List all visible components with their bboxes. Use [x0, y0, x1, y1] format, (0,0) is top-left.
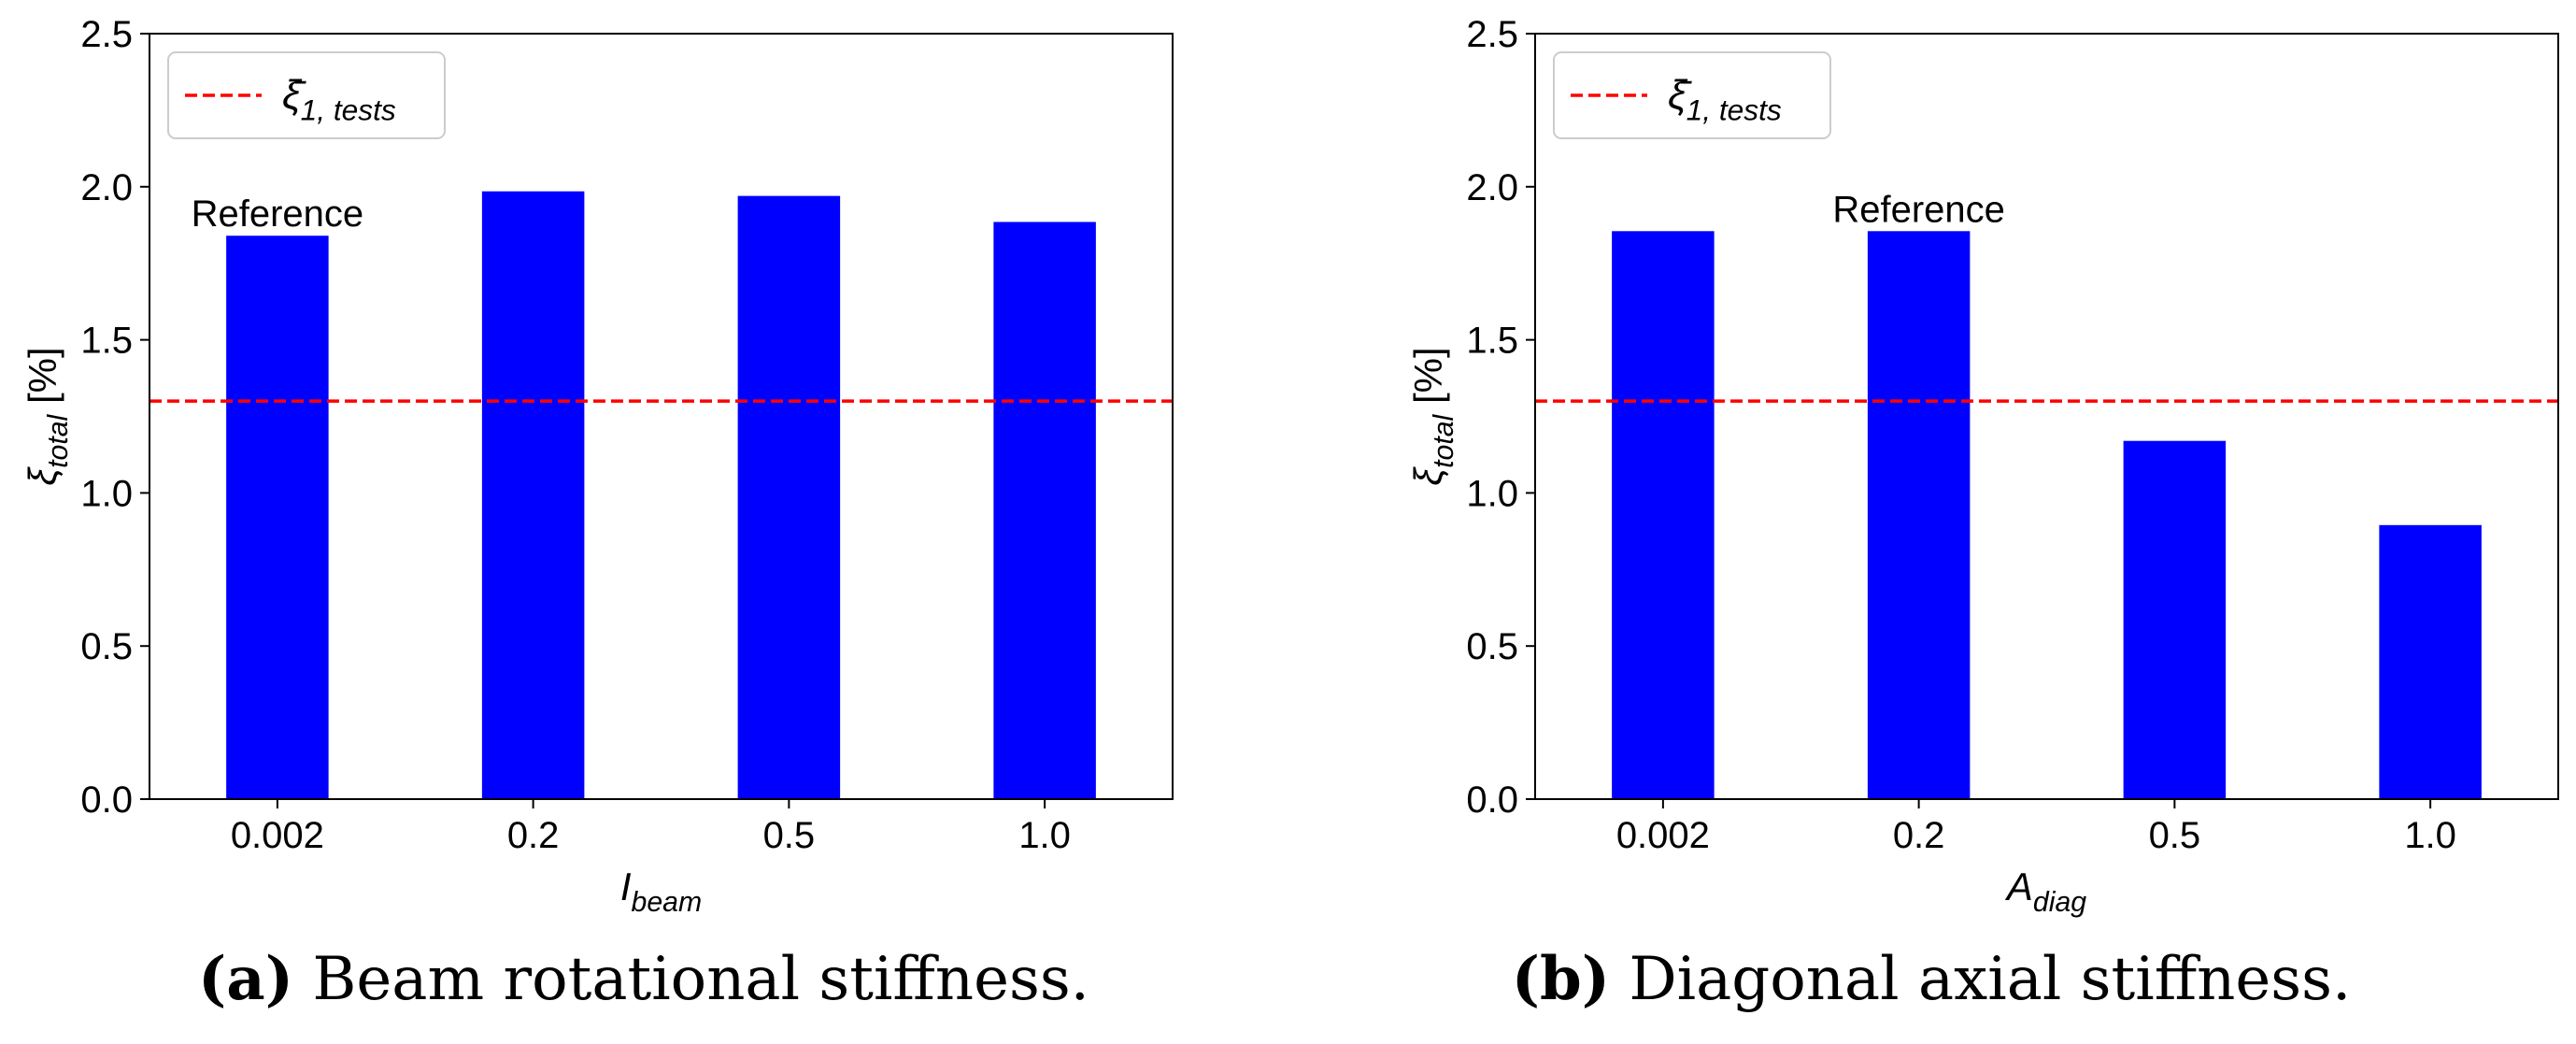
reference-annotation: Reference: [1832, 189, 2005, 230]
x-axis-label: Adiag: [2004, 865, 2086, 918]
y-tick-label: 2.0: [80, 167, 133, 208]
bar: [226, 236, 329, 799]
x-tick-label: 0.002: [231, 815, 324, 856]
y-tick-label: 1.5: [1466, 321, 1518, 362]
chart-a: 0.0 0.5 1.0 1.5 2.0 2.5 0.002 0.2 0.5 1.0 Ibeam ξto…: [21, 14, 1174, 918]
bar: [1867, 231, 1971, 799]
y-tick-label: 2.0: [1466, 167, 1518, 208]
x-tick-label: 1.0: [1018, 815, 1071, 856]
reference-annotation: Reference: [192, 193, 364, 235]
bar: [737, 195, 841, 800]
legend: ξ̄1, tests: [1553, 51, 1831, 139]
y-tick-label: 1.5: [80, 321, 133, 362]
caption-a-text: Beam rotational stiffness.: [312, 945, 1089, 1014]
x-axis-label: Ibeam: [620, 865, 702, 918]
y-axis-label: ξtotal [%]: [1406, 347, 1459, 485]
x-tick-label: 0.2: [1893, 815, 1945, 856]
caption-a-label: (a): [198, 944, 294, 1014]
bar: [2123, 440, 2227, 799]
bar: [2379, 524, 2482, 799]
x-tick-label: 1.0: [2404, 815, 2456, 856]
y-tick-label: 2.5: [1466, 14, 1518, 55]
y-tick-label: 0.5: [1466, 626, 1518, 667]
bar: [1612, 231, 1715, 799]
legend-label: ξ̄1, tests: [282, 72, 396, 126]
caption-b-label: (b): [1511, 944, 1611, 1014]
caption-a: (a) Beam rotational stiffness.: [0, 944, 1288, 1014]
legend: ξ̄1, tests: [167, 51, 446, 139]
bar: [993, 222, 1096, 799]
x-tick-label: 0.2: [507, 815, 560, 856]
x-tick-label: 0.002: [1616, 815, 1710, 856]
chart-b: 0.0 0.5 1.0 1.5 2.0 2.5 0.002 0.2 0.5 1.0 Adiag ξto…: [1406, 14, 2559, 918]
caption-b-text: Diagonal axial stiffness.: [1629, 945, 2352, 1014]
axes-frame: [149, 33, 1174, 800]
legend-box: [167, 51, 446, 139]
y-tick-label: 0.5: [80, 626, 133, 667]
bar: [481, 191, 585, 800]
x-tick-label: 0.5: [763, 815, 816, 856]
x-tick-label: 0.5: [2149, 815, 2201, 856]
axes-frame: [1534, 33, 2559, 800]
y-tick-label: 2.5: [80, 14, 133, 55]
caption-b: (b) Diagonal axial stiffness.: [1288, 944, 2575, 1014]
y-tick-label: 1.0: [1466, 473, 1518, 514]
y-tick-label: 1.0: [80, 473, 133, 514]
legend-box: [1553, 51, 1831, 139]
y-axis-label: ξtotal [%]: [21, 347, 74, 485]
y-tick-label: 0.0: [80, 779, 133, 821]
y-tick-label: 0.0: [1466, 779, 1518, 821]
